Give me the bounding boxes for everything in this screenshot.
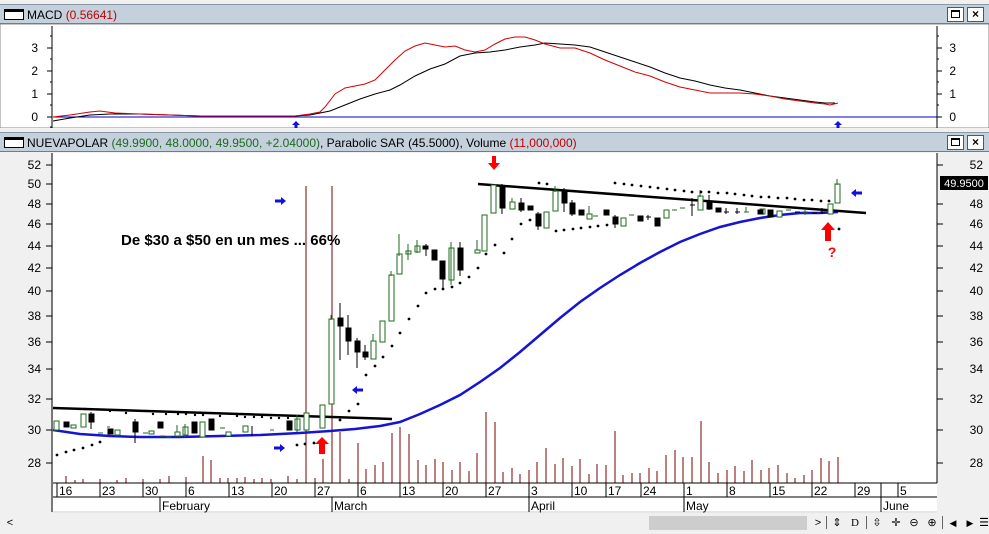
svg-text:38: 38 [970,309,984,323]
close-button[interactable]: × [967,7,984,22]
ohlc-values: (49.9900, 48.0000, 49.9500, +2.04000) [111,136,320,150]
macd-title: MACD (0.56641) [27,8,117,22]
svg-text:2: 2 [31,64,38,78]
svg-text:22: 22 [814,484,828,498]
svg-text:May: May [686,499,709,513]
svg-text:13: 13 [402,484,416,498]
prev-icon[interactable]: ◀ [949,518,957,528]
svg-text:23: 23 [102,484,116,498]
svg-text:34: 34 [28,362,42,376]
svg-text:30: 30 [28,423,42,437]
svg-text:8: 8 [729,484,736,498]
svg-text:February: February [162,499,210,513]
svg-text:June: June [883,499,909,513]
svg-text:42: 42 [970,261,984,275]
svg-text:42: 42 [28,261,42,275]
svg-text:16: 16 [59,484,73,498]
svg-text:24: 24 [643,484,657,498]
svg-text:36: 36 [28,335,42,349]
svg-text:30: 30 [970,423,984,437]
horizontal-scrollbar[interactable] [649,516,807,530]
svg-text:1: 1 [31,87,38,101]
svg-text:1: 1 [949,87,956,101]
svg-text:40: 40 [28,284,42,298]
svg-text:3: 3 [949,41,956,55]
scroll-right-button[interactable]: > [814,517,822,529]
svg-text:0: 0 [31,110,38,124]
svg-text:20: 20 [445,484,459,498]
macd-label: MACD [27,8,63,22]
volume-value: (11,000,000) [509,136,577,150]
svg-text:52: 52 [28,158,42,172]
maximize-button[interactable] [947,135,964,150]
price-title: NUEVAPOLAR (49.9900, 48.0000, 49.9500, +… [27,136,577,150]
sar-value: (45.5000) [408,136,460,150]
svg-text:2: 2 [949,64,956,78]
svg-text:17: 17 [608,484,622,498]
svg-text:April: April [531,499,555,513]
close-button[interactable]: × [967,135,984,150]
svg-text:27: 27 [488,484,502,498]
svg-text:15: 15 [772,484,786,498]
maximize-button[interactable] [947,7,964,22]
svg-text:28: 28 [970,456,984,470]
svg-text:28: 28 [28,456,42,470]
sar-label: Parabolic SAR [326,136,405,150]
toolbar-separator [826,516,827,529]
svg-text:48: 48 [28,197,42,211]
svg-text:50: 50 [28,177,42,191]
svg-text:48: 48 [970,197,984,211]
zoom-out-icon[interactable]: ⊖ [909,517,919,529]
symbol-label: NUEVAPOLAR [27,136,109,150]
svg-text:44: 44 [970,239,984,253]
svg-text:20: 20 [274,484,288,498]
zoom-in-icon[interactable]: ⊕ [927,517,937,529]
vertical-resize-icon[interactable]: ⇳ [872,517,882,529]
toolbar-separator [866,516,867,529]
red-arrows [315,156,835,454]
list-icon[interactable]: ☰ [979,517,989,529]
svg-text:March: March [334,499,367,513]
svg-text:32: 32 [28,392,42,406]
crosshair-icon[interactable]: ✛ [891,517,901,529]
svg-text:3: 3 [531,484,538,498]
svg-text:29: 29 [857,484,871,498]
autoscale-icon[interactable]: ⇕ [832,517,842,529]
svg-text:30: 30 [145,484,159,498]
svg-text:36: 36 [970,335,984,349]
annotation-text: De $30 a $50 en un mes ... 66% [121,232,340,249]
price-pane-header: NUEVAPOLAR (49.9900, 48.0000, 49.9500, +… [0,132,989,152]
svg-text:6: 6 [360,484,367,498]
svg-text:1: 1 [686,484,693,498]
svg-text:6: 6 [188,484,195,498]
svg-text:46: 46 [28,217,42,231]
svg-text:5: 5 [900,484,907,498]
scroll-left-button[interactable]: < [6,517,14,529]
svg-text:46: 46 [970,217,984,231]
svg-text:10: 10 [574,484,588,498]
volume-label: Volume [466,136,507,150]
svg-text:38: 38 [28,309,42,323]
window-icon [4,137,24,148]
toolbar-separator [942,516,943,529]
next-icon[interactable]: ▶ [966,518,974,528]
macd-pane-header: MACD (0.56641) × [0,4,989,24]
svg-text:34: 34 [970,362,984,376]
svg-text:44: 44 [28,239,42,253]
question-mark: ? [828,244,837,260]
svg-text:32: 32 [970,392,984,406]
svg-text:3: 3 [31,41,38,55]
macd-chart: 3 2 1 0 3 2 1 0 [0,24,989,128]
macd-value: (0.56641) [65,8,118,22]
svg-text:40: 40 [970,284,984,298]
window-icon [4,9,24,20]
last-price-tag: 49.9500 [944,178,984,190]
d-button[interactable]: D [851,517,859,529]
blue-arrows [274,189,862,452]
svg-text:27: 27 [317,484,331,498]
svg-text:13: 13 [231,484,245,498]
svg-text:52: 52 [970,158,984,172]
svg-text:0: 0 [949,110,956,124]
